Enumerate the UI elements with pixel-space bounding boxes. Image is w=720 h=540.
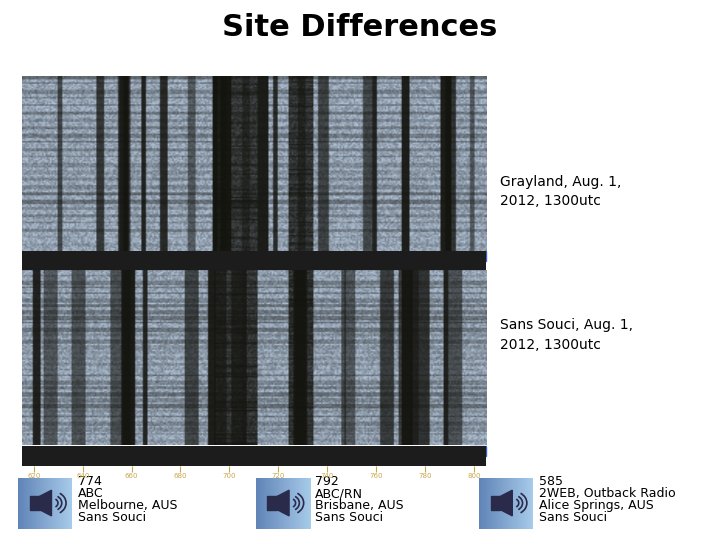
Polygon shape xyxy=(277,490,289,516)
Text: Alice Springs, AUS: Alice Springs, AUS xyxy=(539,499,653,512)
Text: Sans Souci: Sans Souci xyxy=(78,511,146,524)
Text: 2WEB, Outback Radio: 2WEB, Outback Radio xyxy=(539,487,675,500)
Polygon shape xyxy=(40,490,52,516)
Bar xyxy=(268,496,277,510)
Text: 774: 774 xyxy=(78,475,102,488)
Text: 792: 792 xyxy=(315,475,339,488)
Text: Sans Souci: Sans Souci xyxy=(315,511,384,524)
Bar xyxy=(470,251,486,261)
Polygon shape xyxy=(500,490,513,516)
Text: Grayland, Aug. 1,
2012, 1300utc: Grayland, Aug. 1, 2012, 1300utc xyxy=(500,175,622,208)
Text: Sans Souci, Aug. 1,
2012, 1300utc: Sans Souci, Aug. 1, 2012, 1300utc xyxy=(500,318,634,352)
Text: Site Differences: Site Differences xyxy=(222,14,498,43)
Text: Sans Souci: Sans Souci xyxy=(539,511,607,524)
Text: Melbourne, AUS: Melbourne, AUS xyxy=(78,499,177,512)
Bar xyxy=(30,496,40,510)
Bar xyxy=(470,446,486,456)
Text: 585: 585 xyxy=(539,475,562,488)
Text: ABC/RN: ABC/RN xyxy=(315,487,364,500)
Text: ABC: ABC xyxy=(78,487,104,500)
Text: Brisbane, AUS: Brisbane, AUS xyxy=(315,499,404,512)
Bar xyxy=(491,496,500,510)
